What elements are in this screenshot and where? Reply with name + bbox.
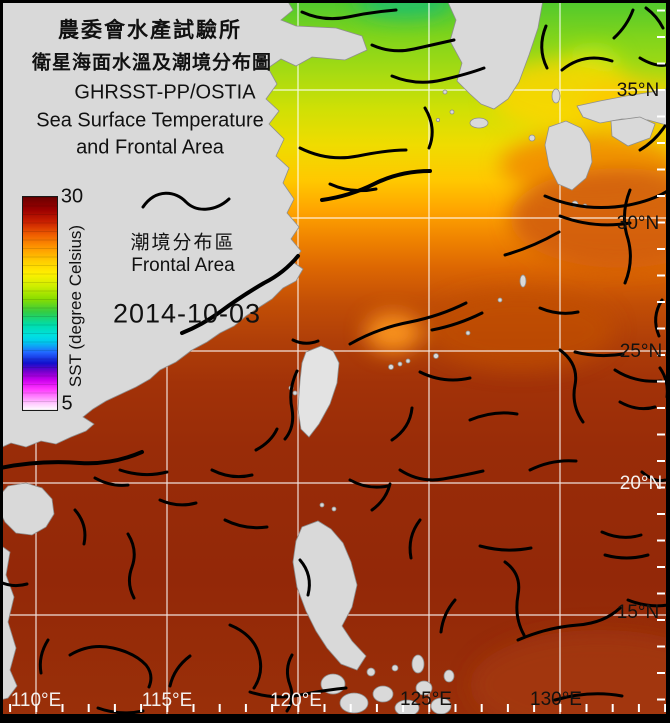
sst-colorbar	[22, 196, 58, 411]
lon-label-120e: 120°E	[270, 690, 322, 711]
lat-label-35n: 35°N	[616, 80, 660, 101]
colorbar-axis-label: SST (degree Celsius)	[66, 224, 85, 388]
lat-label-20n: 20°N	[619, 473, 663, 494]
legend-label-en: Frontal Area	[131, 255, 235, 276]
lon-label-110e: 110°E	[10, 690, 62, 711]
hainan-island	[0, 482, 55, 536]
frontal-line-legend-symbol	[141, 191, 231, 211]
tsushima	[551, 88, 561, 104]
title-en-line1: GHRSST-PP/OSTIA	[74, 81, 256, 104]
frontal-lines	[0, 6, 670, 715]
luzon-island	[292, 520, 367, 671]
title-en-line3: and Frontal Area	[76, 136, 224, 159]
date-label: 2014-10-03	[112, 298, 262, 329]
honshu	[576, 87, 670, 127]
lon-label-130e: 130°E	[530, 689, 582, 710]
legend-label-zh: 潮境分布區	[130, 232, 236, 254]
taiwan-island	[297, 345, 340, 438]
title-en-line2: Sea Surface Temperature	[36, 109, 264, 132]
title-zh-line2: 衛星海面水溫及潮境分布圖	[31, 52, 273, 74]
title-zh-line1: 農委會水產試驗所	[58, 19, 242, 42]
lat-label-25n: 25°N	[619, 341, 663, 362]
jeju-island	[469, 117, 489, 129]
lon-label-125e: 125°E	[400, 689, 452, 710]
china-mainland	[0, 0, 368, 449]
lon-label-115e: 115°E	[141, 690, 193, 711]
lat-label-15n: 15°N	[616, 602, 660, 623]
colorbar-min-label: 5	[61, 392, 73, 415]
colorbar-max-label: 30	[60, 185, 84, 208]
shikoku	[610, 116, 656, 147]
kyushu	[544, 120, 593, 191]
korea-peninsula	[446, 0, 544, 110]
lat-label-30n: 30°N	[616, 213, 660, 234]
